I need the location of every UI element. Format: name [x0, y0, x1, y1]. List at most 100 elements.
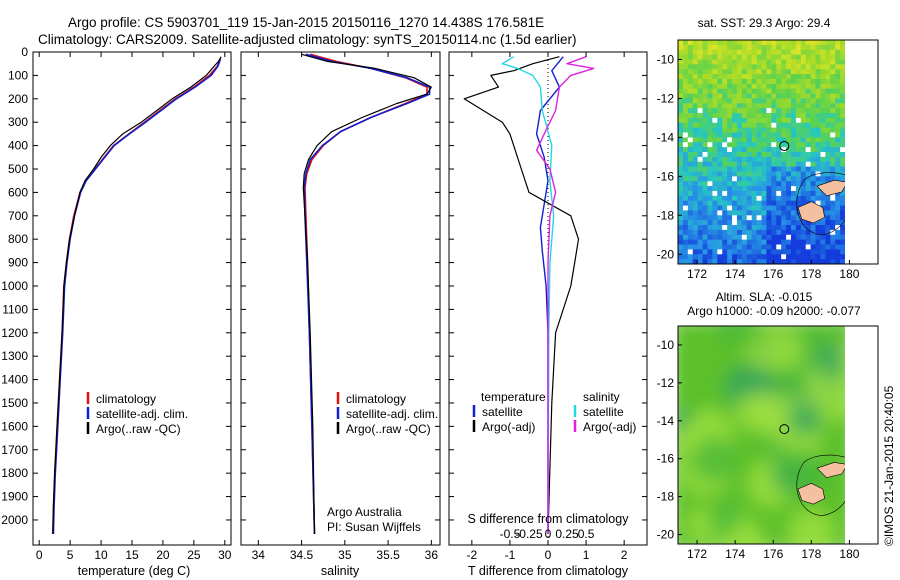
sst-cell [746, 64, 753, 70]
sla-blob [717, 326, 755, 345]
sst-cell [741, 117, 748, 124]
sst-cell [815, 166, 822, 173]
sst-cell [717, 166, 723, 173]
sst-cell [786, 152, 792, 158]
sst-cell [687, 200, 694, 207]
sst-cell [820, 83, 826, 90]
sst-cell [697, 215, 704, 221]
sst-cell [727, 74, 733, 80]
sst-cell [746, 244, 753, 250]
sst-cell [732, 83, 738, 90]
sst-cell [781, 161, 787, 168]
sst-cell [746, 234, 753, 241]
sst-cell [682, 122, 689, 129]
sst-cell [815, 181, 822, 187]
sst-cell [736, 229, 743, 236]
sst-cell [766, 152, 772, 158]
sst-cell [702, 190, 709, 197]
sst-cell [741, 93, 748, 100]
sst-cell [717, 171, 723, 177]
sst-cell [732, 98, 738, 104]
sst-cell [825, 142, 831, 148]
sst-cell [820, 69, 826, 75]
sst-cell [717, 186, 723, 192]
sst-cell [830, 64, 836, 70]
sst-cell [810, 122, 817, 129]
sst-cell [840, 127, 845, 134]
sst-cell [835, 69, 841, 75]
sst-cell [751, 122, 758, 129]
sst-cell [830, 239, 836, 246]
s-tick-label: -0.5 [500, 527, 521, 541]
sst-cell [800, 152, 807, 158]
sst-cell [678, 147, 684, 153]
sst-cell [736, 54, 743, 61]
s-difference-axis-label: S difference from climatology [468, 512, 630, 526]
sst-cell [702, 234, 709, 241]
sst-cell [702, 40, 709, 46]
sst-cell [697, 142, 704, 148]
sst-cell [707, 83, 713, 90]
sst-cell [795, 234, 802, 241]
sst-cell [825, 161, 831, 168]
sst-cell [707, 88, 713, 95]
sst-cell [692, 195, 699, 202]
sst-cell [741, 69, 748, 75]
sst-cell [697, 54, 704, 61]
sst-cell [746, 132, 753, 138]
sst-cell [776, 54, 782, 61]
sst-cell [781, 44, 787, 51]
sst-cell [795, 98, 802, 104]
sst-cell [732, 40, 738, 46]
sst-cell [776, 122, 782, 129]
sst-cell [776, 127, 782, 134]
sst-cell [712, 44, 718, 51]
sst-cell [815, 98, 822, 104]
sst-cell [682, 190, 689, 197]
sst-cell [761, 166, 768, 173]
sst-cell [766, 156, 772, 163]
sst-cell [840, 142, 845, 148]
sst-cell [756, 171, 763, 177]
sst-cell [790, 49, 797, 56]
sst-cell [840, 64, 845, 70]
sst-cell [835, 215, 841, 221]
sst-cell [830, 254, 836, 260]
sst-cell [790, 54, 797, 61]
sst-cell [795, 220, 802, 226]
sst-cell [756, 132, 763, 138]
sst-cell [702, 215, 709, 221]
no-data-region [851, 326, 878, 544]
sst-cell [810, 259, 817, 264]
sst-cell [771, 54, 777, 61]
sst-cell [717, 127, 723, 134]
sst-cell [835, 117, 841, 124]
sst-cell [825, 210, 831, 216]
sst-cell [678, 166, 684, 173]
sst-cell [810, 132, 817, 138]
sst-cell [835, 108, 841, 114]
sst-cell [692, 152, 699, 158]
sst-cell [727, 64, 733, 70]
sst-cell [707, 161, 713, 168]
sst-cell [795, 171, 802, 177]
sst-cell [756, 103, 763, 109]
sst-cell [751, 103, 758, 109]
sst-cell [707, 244, 713, 250]
sst-cell [835, 254, 841, 260]
depth-tick-label: 300 [8, 115, 28, 129]
sst-cell [746, 142, 753, 148]
sst-cell [687, 186, 694, 192]
sst-cell [795, 259, 802, 264]
series-line-argo-raw-qc- [52, 56, 222, 535]
sst-cell [771, 122, 777, 129]
sst-cell [815, 259, 822, 264]
sst-cell [682, 147, 689, 153]
sst-cell [682, 239, 689, 246]
sst-cell [761, 205, 768, 212]
sst-cell [746, 200, 753, 207]
sst-cell [786, 93, 792, 100]
sst-cell [800, 83, 807, 90]
sst-cell [722, 200, 728, 207]
sst-cell [810, 64, 817, 70]
